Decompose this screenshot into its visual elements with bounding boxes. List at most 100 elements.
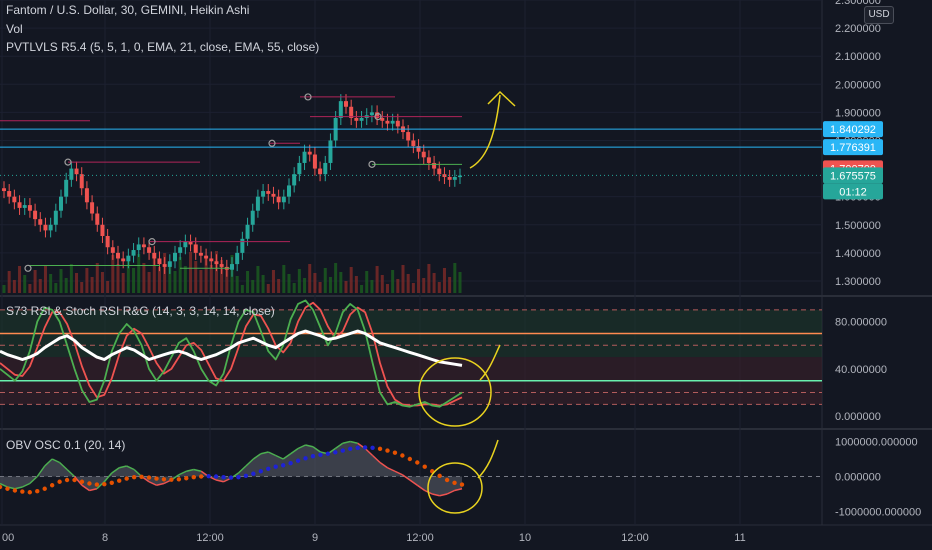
candle-body <box>302 151 307 163</box>
volume-bar <box>256 266 260 293</box>
volume-bar <box>453 263 457 293</box>
price-tick-label: 2.000000 <box>835 79 881 91</box>
candle-body <box>349 106 354 118</box>
volume-bar <box>220 260 224 293</box>
currency-button[interactable]: USD <box>864 6 894 24</box>
volume-bar <box>121 273 125 293</box>
volume-bar <box>173 271 177 293</box>
annotation-tick-obv <box>477 439 499 479</box>
candle-body <box>69 168 74 180</box>
volume-bar <box>183 266 187 293</box>
candle-body <box>64 179 69 197</box>
obv-osc-segment <box>111 467 120 474</box>
candle-body <box>152 252 157 259</box>
candle-body <box>141 244 146 248</box>
candle-body <box>230 264 234 270</box>
obv-signal-dot <box>169 477 174 482</box>
candle-body <box>188 241 193 245</box>
candle-body <box>126 255 131 262</box>
obv-osc-segment <box>387 467 396 472</box>
volume-bar <box>157 267 161 293</box>
volume-bar <box>214 251 218 293</box>
volume-bar <box>116 264 120 293</box>
candle-body <box>307 151 312 155</box>
candle-body <box>452 177 457 180</box>
obv-signal-dot <box>35 489 40 494</box>
obv-osc-segment <box>275 454 284 460</box>
obv-osc-segment <box>401 474 411 481</box>
candle-body <box>271 193 276 197</box>
time-tick-label: 8 <box>102 532 108 544</box>
obv-signal-dot <box>228 475 234 480</box>
volume-bar <box>80 282 84 293</box>
pivot-marker <box>64 158 72 166</box>
annotation-circle-obv <box>427 462 483 514</box>
volume-bar <box>23 275 27 293</box>
obv-osc-segment <box>364 447 374 457</box>
candle-body <box>385 120 390 124</box>
volume-bar <box>417 269 421 293</box>
obv-osc-segment <box>350 440 358 444</box>
obv-signal-dot <box>318 452 323 457</box>
obv-osc-segment <box>148 481 157 486</box>
price-tick-label: 1.400000 <box>835 248 881 260</box>
candle-body <box>344 101 348 107</box>
candle-body <box>79 174 84 189</box>
candle-body <box>100 224 105 236</box>
volume-bar <box>354 276 358 293</box>
candle-body <box>74 168 79 175</box>
volume-bar <box>437 282 441 293</box>
candle-body <box>359 118 364 121</box>
annotation-arrow-price <box>469 94 501 169</box>
obv-osc-segment <box>260 451 269 455</box>
obv-osc-segment <box>186 468 194 472</box>
obv-signal-dot <box>87 481 92 486</box>
volume-bar <box>168 262 172 293</box>
obv-signal-dot <box>221 475 226 480</box>
candle-body <box>411 140 416 147</box>
obv-osc-segment <box>416 484 426 492</box>
obv-signal-dot <box>407 456 413 462</box>
rsi-line <box>0 329 463 367</box>
rsi-tick-label: 40.000000 <box>835 364 887 376</box>
obv-osc-segment <box>0 482 8 488</box>
candle-body <box>43 224 48 231</box>
time-tick-label: 11 <box>734 532 745 544</box>
obv-osc-segment <box>267 451 277 457</box>
volume-bar <box>427 264 431 293</box>
candle-body <box>276 196 281 203</box>
obv-signal-dot <box>213 474 219 479</box>
candle-body <box>395 120 400 127</box>
volume-bar <box>204 256 208 293</box>
obv-osc-segment <box>439 493 448 497</box>
obv-osc-segment <box>215 479 224 483</box>
volume-bar <box>411 283 415 293</box>
candle-body <box>281 196 286 203</box>
obv-signal-dot <box>340 448 345 453</box>
candle-body <box>84 188 89 203</box>
volume-bar <box>287 274 291 293</box>
volume-bar <box>323 268 327 293</box>
volume-bar <box>380 275 384 293</box>
time-tick-label: 12:00 <box>621 532 649 544</box>
obv-signal-dot <box>102 482 107 487</box>
candle-body <box>209 258 214 262</box>
obv-signal-dot <box>206 473 211 479</box>
obv-signal-dot <box>251 471 256 476</box>
candle-body <box>318 168 323 175</box>
time-tick-label: 12:00 <box>196 532 224 544</box>
obv-signal-dot <box>109 480 114 485</box>
obv-osc-segment <box>409 479 418 486</box>
candle-body <box>354 118 359 121</box>
obv-osc-segment <box>89 488 98 492</box>
obv-area <box>0 441 462 496</box>
price-tag <box>823 121 883 138</box>
candle-body <box>328 140 333 163</box>
candle-body <box>250 210 255 225</box>
pivot-marker <box>268 139 276 147</box>
obv-signal-dot <box>176 477 182 482</box>
candle-body <box>369 112 374 116</box>
price-tag <box>823 183 883 200</box>
pivot-indicator-label: PVTLVLS R5.4 (5, 5, 1, 0, EMA, 21, close… <box>6 40 320 54</box>
